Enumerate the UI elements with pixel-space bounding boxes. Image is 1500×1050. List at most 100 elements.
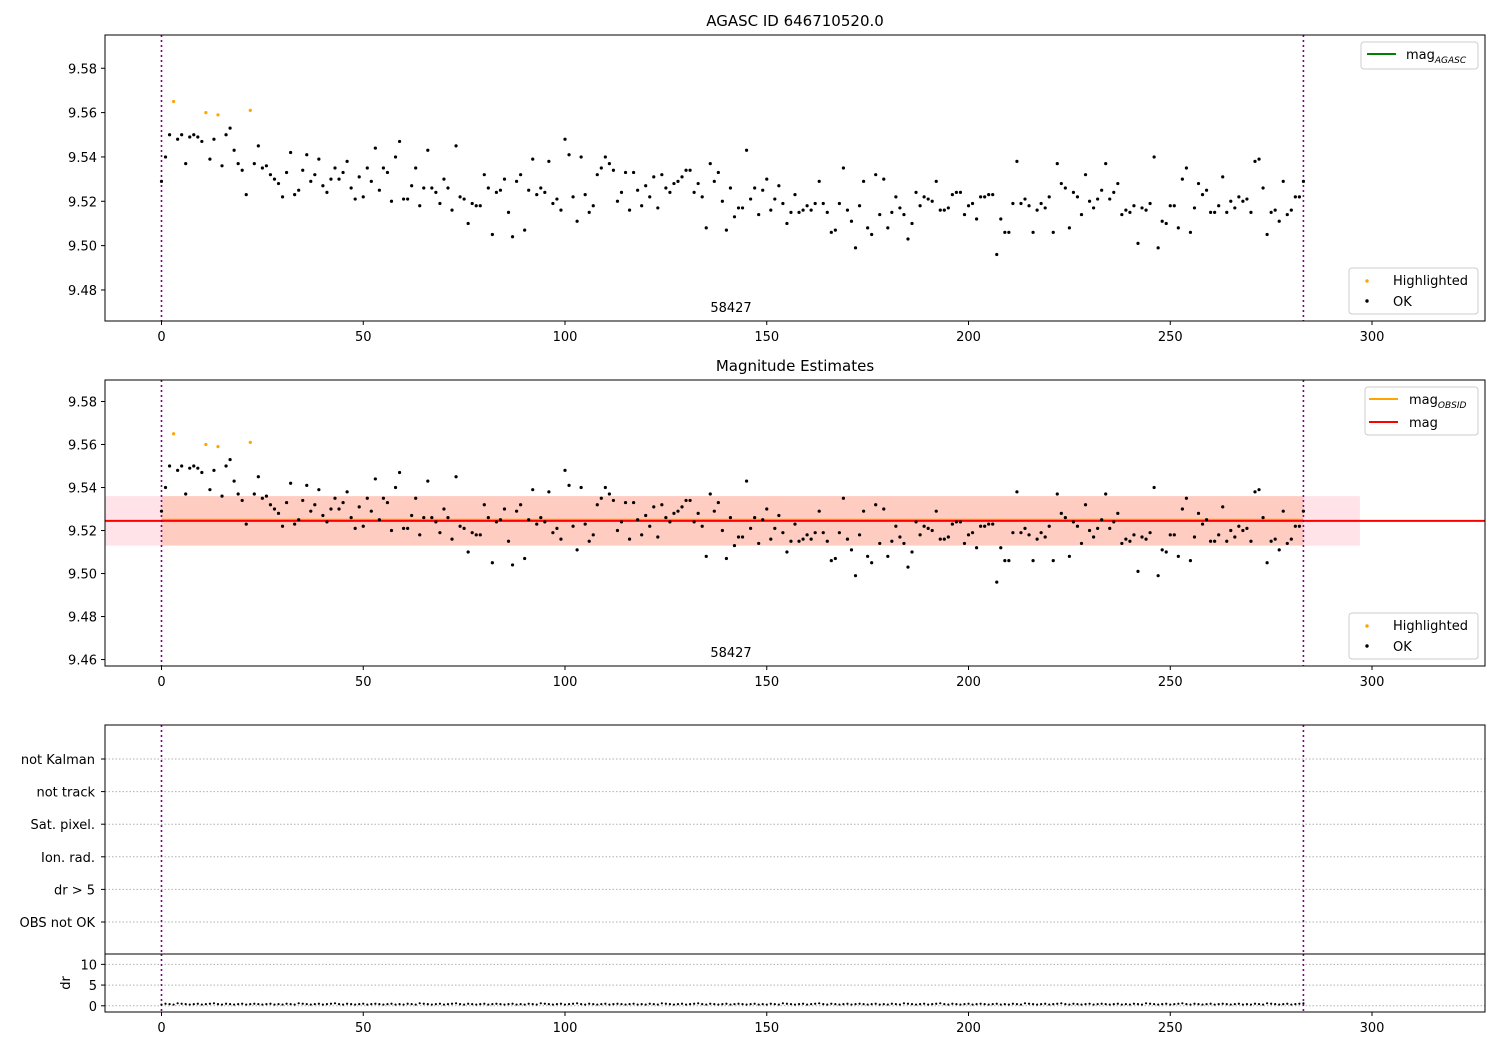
ok-point [1257,157,1261,161]
x-tick-label: 200 [956,1021,981,1036]
ok-point [910,550,914,554]
ok-point [886,554,890,558]
ok-point [527,518,531,522]
dr-point [555,1003,559,1006]
dr-point [1302,1002,1305,1005]
ok-point [833,556,837,561]
ok-point [272,507,277,511]
dr-point [991,1003,994,1006]
ok-point [1257,488,1261,492]
ok-point [167,133,172,137]
ok-point [260,496,264,500]
dr-point [1015,1003,1019,1006]
ok-point [1031,559,1035,563]
ok-point [700,195,704,199]
dr-point [422,1002,425,1005]
dr-point [1027,1002,1031,1005]
dr-point [519,1003,522,1006]
ok-point [422,516,426,520]
dr-point [701,1003,704,1006]
x-tick-label: 150 [754,1021,779,1036]
dr-point [297,1002,300,1005]
dr-point [273,1003,276,1006]
dr-point [1225,1003,1228,1006]
dr-point [253,1002,256,1005]
y-tick-label: 10 [80,958,97,973]
ok-point [910,221,914,226]
ok-point [289,150,293,155]
ok-point [583,193,587,197]
ok-point [809,537,813,541]
dr-point [676,1003,680,1006]
ok-point [736,206,741,210]
ok-point [321,184,325,188]
dr-point [963,1003,966,1006]
dr-point [168,1003,171,1006]
ok-point [744,479,749,483]
highlighted-point [204,110,208,115]
ok-point [397,139,402,144]
ok-point [539,516,543,520]
ok-point [672,511,676,515]
ok-point [825,210,829,214]
ok-point [1209,210,1213,214]
ok-point [527,188,531,192]
ok-point [857,204,862,208]
dr-point [547,1003,550,1006]
ok-point [478,204,482,208]
flag-label: not track [36,786,95,801]
ok-point [1269,210,1273,214]
dr-point [1144,1002,1148,1005]
ok-point [611,168,616,172]
ok-point [793,193,797,197]
ok-point [1225,210,1229,214]
dr-point [245,1003,248,1006]
dr-point [1298,1002,1301,1005]
x-tick-label: 100 [553,675,578,690]
dr-point [923,1002,926,1005]
ok-point [442,177,446,181]
ok-point [514,179,519,183]
ok-point [829,559,833,563]
dr-point [584,1003,587,1006]
ok-point [966,204,971,208]
ok-point [458,195,462,199]
dr-point [604,1002,607,1005]
dr-point [725,1002,728,1005]
ok-point [389,199,394,203]
dr-point [539,1002,542,1005]
panel-mag-title: Magnitude Estimates [716,357,874,375]
dr-point [761,1003,764,1006]
ok-point [761,518,765,522]
x-tick-label: 100 [553,330,578,345]
ok-point [1277,219,1281,223]
dr-point [1140,1003,1144,1006]
ok-point [1269,539,1273,543]
ok-point [212,137,216,141]
ok-point [167,464,172,468]
dr-point [1031,1003,1035,1006]
x-tick-label: 100 [553,1021,578,1036]
dr-point [1266,1002,1269,1005]
ok-point [1176,554,1180,558]
ok-point [1144,208,1148,212]
ok-point [401,526,406,530]
ok-point [397,470,402,475]
ok-point [301,168,305,172]
ok-point [728,516,733,520]
ok-point [1071,190,1076,195]
dr-point [785,1002,789,1005]
ok-point [906,565,910,569]
dr-point [987,1003,990,1006]
dr-point [975,1003,978,1006]
ok-point [333,166,337,170]
ok-point [353,197,357,201]
dr-point [906,1002,910,1005]
svg-text:magOBSID: magOBSID [1409,393,1467,411]
dr-point [1136,1003,1140,1006]
dr-point [886,1003,889,1006]
ok-point [430,516,434,520]
ok-point [861,509,866,513]
ok-point [341,170,345,175]
ok-point [938,537,942,541]
